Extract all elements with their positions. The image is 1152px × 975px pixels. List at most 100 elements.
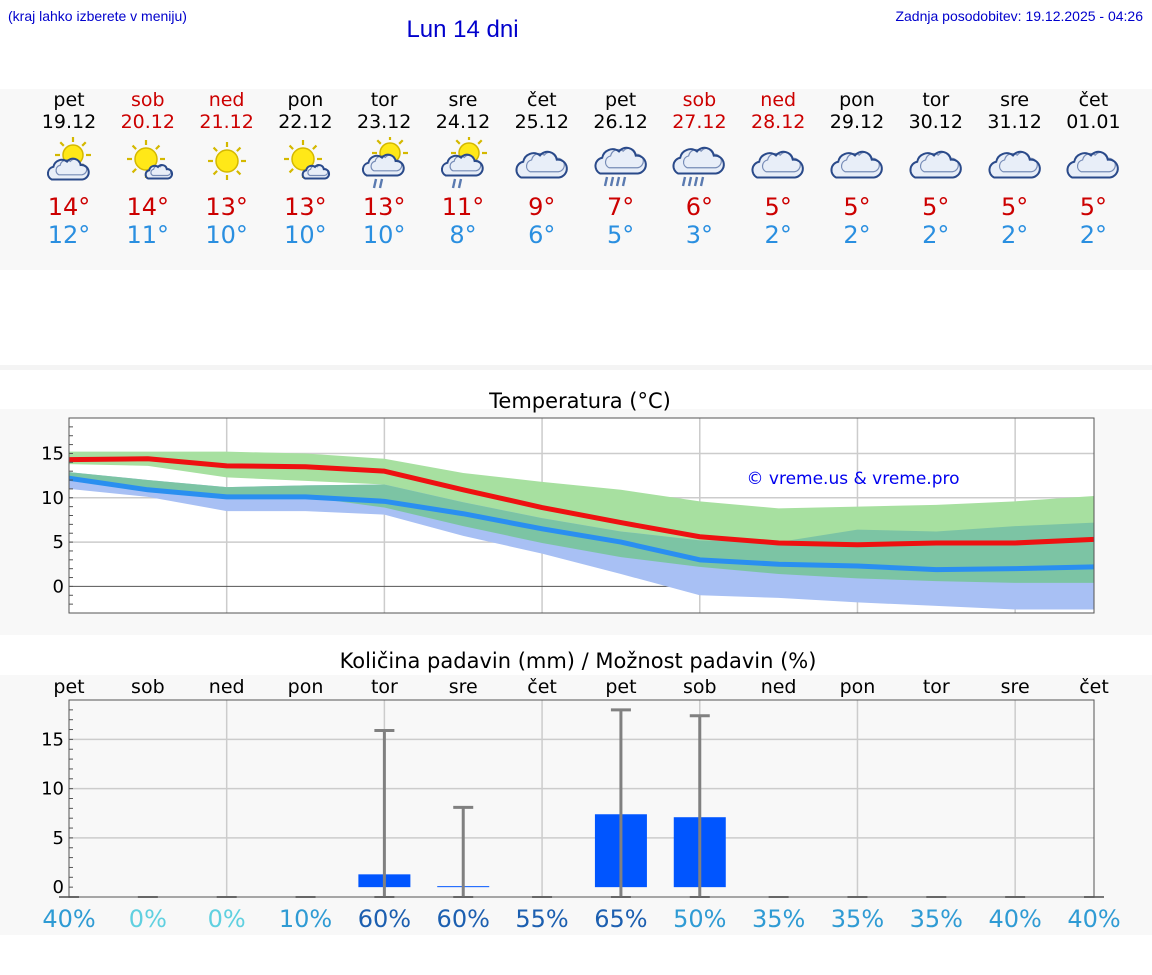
temp-max: 11° [441, 193, 485, 221]
cloud-icon [896, 137, 976, 193]
sun-cloud-icon [29, 137, 109, 193]
precip-probability: 60% [358, 905, 411, 933]
precip-probability: 65% [594, 905, 647, 933]
day-date: 31.12 [987, 111, 1042, 133]
temp-max: 5° [764, 193, 792, 221]
precip-probability: 35% [910, 905, 963, 933]
day-name: pon [839, 89, 875, 111]
temp-min: 8° [449, 221, 477, 249]
day-name: tor [370, 89, 398, 111]
forecast-day: ned 28.12 5° 2° [738, 89, 818, 249]
day-date: 19.12 [41, 111, 97, 133]
precip-day-label: pet [53, 676, 84, 698]
forecast-band [0, 89, 1152, 270]
day-name: sob [131, 89, 165, 111]
temp-y-tick-label: 15 [41, 443, 64, 464]
temp-min: 12° [47, 221, 91, 249]
day-date: 01.01 [1066, 111, 1121, 133]
day-name: sre [448, 89, 478, 111]
temp-y-tick-label: 10 [41, 488, 64, 509]
series-min-line [68, 475, 1095, 573]
page-title: Lun 14 dni [406, 16, 519, 43]
precip-y-tick-label: 5 [53, 828, 64, 849]
watermark: © vreme.us & vreme.pro [746, 469, 959, 489]
day-name: čet [527, 89, 557, 111]
temp-min: 5° [606, 221, 635, 249]
forecast-day: sob 20.12 14° 11° [108, 89, 188, 249]
temp-min: 11° [126, 221, 170, 249]
precip-probability: 0% [129, 905, 167, 933]
sun-cloud-rain-icon [423, 137, 503, 193]
forecast-day: sre 31.12 5° 2° [975, 89, 1055, 249]
precip-probability: 40% [42, 905, 95, 933]
precip-day-label: sob [683, 676, 717, 698]
precip-day-label: čet [1079, 676, 1109, 698]
temp-max: 5° [1000, 193, 1029, 221]
temp-min: 2° [1079, 221, 1108, 249]
sun-cloud-rain-icon [344, 137, 424, 193]
day-name: sre [1000, 89, 1030, 111]
precip-day-label: ned [209, 676, 245, 698]
day-date: 20.12 [120, 111, 175, 133]
series-max-line [68, 456, 1095, 548]
cloud-icon [817, 137, 897, 193]
day-date: 26.12 [593, 111, 648, 133]
precip-probability: 60% [437, 905, 490, 933]
precip-probability: 40% [1067, 905, 1120, 933]
precip-day-label: sob [131, 676, 165, 698]
precip-plot-area [69, 700, 1094, 897]
sun-small-cloud-icon [265, 137, 345, 193]
precip-day-label: pet [605, 676, 636, 698]
temp-min: 6° [528, 221, 556, 249]
forecast-day: pon 29.12 5° 2° [817, 89, 897, 249]
temp-y-tick-label: 0 [53, 576, 64, 597]
divider [0, 365, 1152, 370]
day-date: 28.12 [750, 111, 806, 133]
precip-day-label: pon [840, 676, 876, 698]
temp-max: 5° [1079, 193, 1108, 221]
cloud-icon [502, 137, 582, 193]
day-name: tor [922, 89, 950, 111]
precip-y-tick-label: 0 [53, 877, 64, 898]
forecast-day: tor 30.12 5° 2° [896, 89, 976, 249]
precip-day-label: tor [923, 676, 950, 698]
day-name: ned [208, 89, 245, 111]
location-hint[interactable]: (kraj lahko izberete v meniju) [8, 8, 187, 24]
day-date: 27.12 [672, 111, 727, 133]
day-date: 29.12 [829, 111, 885, 133]
forecast-day: sre 24.12 11° 8° [423, 89, 503, 249]
forecast-day: čet 25.12 9° 6° [502, 89, 582, 249]
cloud-icon [1053, 137, 1133, 193]
temp-max: 13° [362, 193, 406, 221]
temperature-title: Temperatura (°C) [488, 389, 671, 413]
band-max-range [69, 451, 1094, 557]
day-name: pet [604, 89, 637, 111]
cloud-heavy-rain-icon [581, 137, 661, 193]
precip-probability: 10% [279, 905, 332, 933]
forecast-day: tor 23.12 13° 10° [344, 89, 424, 249]
temp-max: 9° [528, 193, 556, 221]
temp-max: 5° [843, 193, 871, 221]
band-overlap [69, 472, 1094, 583]
day-date: 23.12 [356, 111, 412, 133]
cloud-heavy-rain-icon [659, 137, 739, 193]
precip-day-label: pon [288, 676, 324, 698]
temp-min: 3° [685, 221, 714, 249]
cloud-icon [975, 137, 1055, 193]
temp-max: 6° [685, 193, 714, 221]
precip-day-label: ned [761, 676, 797, 698]
temp-max: 5° [922, 193, 950, 221]
precip-day-label: čet [527, 676, 557, 698]
day-date: 21.12 [199, 111, 254, 133]
temp-min: 2° [843, 221, 871, 249]
sun-icon [187, 137, 267, 193]
precip-probability: 50% [673, 905, 726, 933]
precip-probability: 35% [831, 905, 884, 933]
temp-y-tick-label: 5 [53, 532, 64, 553]
day-date: 25.12 [514, 111, 569, 133]
precip-probability: 55% [515, 905, 568, 933]
forecast-day: čet 01.01 5° 2° [1053, 89, 1133, 249]
day-name: ned [760, 89, 797, 111]
day-date: 24.12 [435, 111, 491, 133]
